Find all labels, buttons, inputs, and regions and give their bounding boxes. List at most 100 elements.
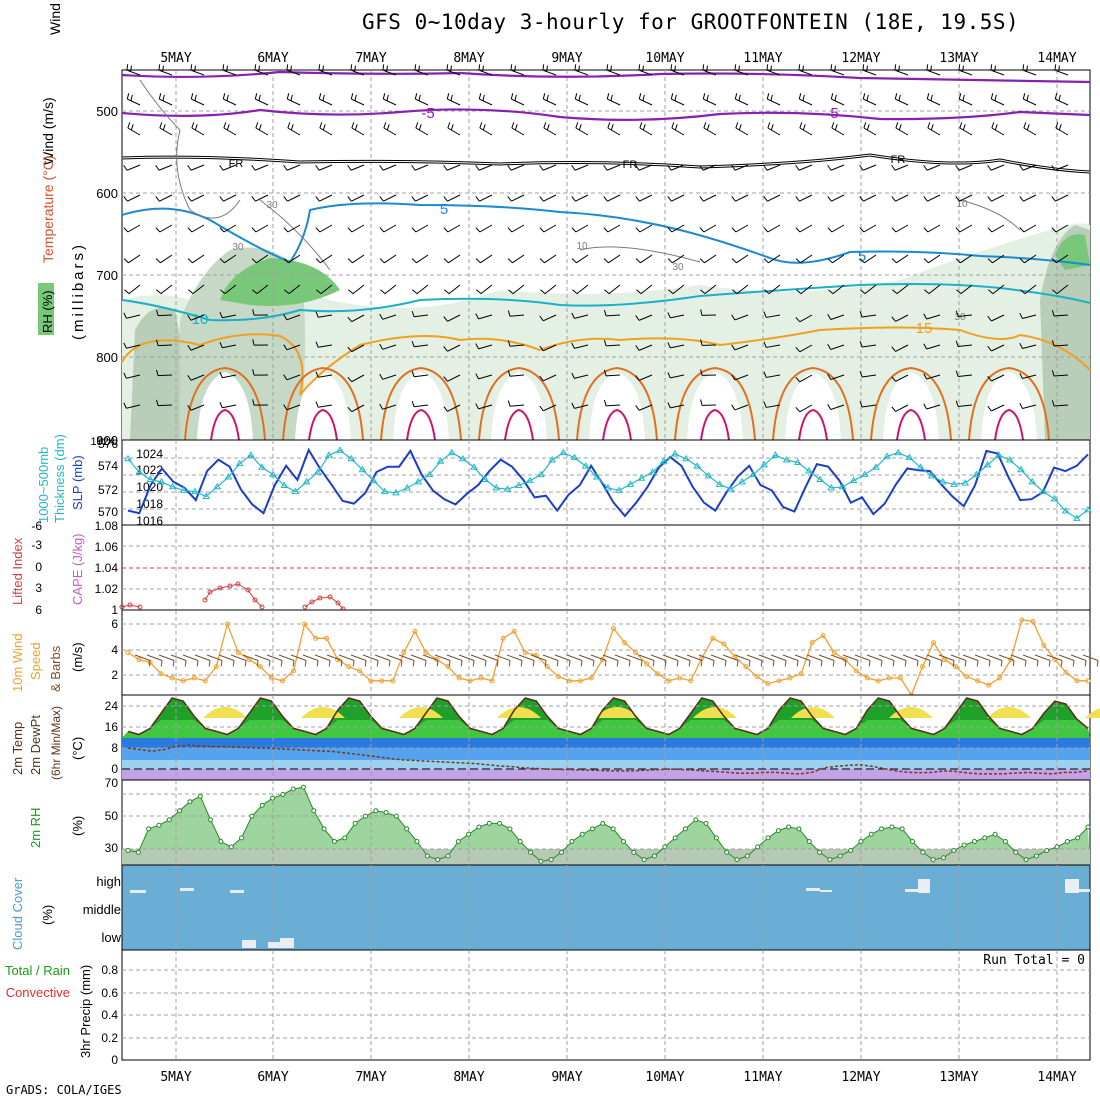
rh-point: [560, 850, 564, 854]
rh-point: [549, 858, 553, 862]
lifted-index-tick: -3: [31, 538, 42, 552]
wind-barb: [158, 345, 172, 346]
date-label-bottom: 14MAY: [1037, 1070, 1076, 1085]
rh-point: [921, 850, 925, 854]
rh-point: [384, 811, 388, 815]
rh-point: [157, 823, 161, 827]
rh-point: [1086, 825, 1090, 829]
rh-point: [911, 839, 915, 843]
cloud-block: [180, 888, 194, 891]
date-label-top: 14MAY: [1037, 51, 1076, 66]
wind-barb-flag: [703, 64, 704, 70]
rh-point: [467, 832, 471, 836]
date-label-bottom: 9MAY: [551, 1070, 582, 1085]
wind-barb: [158, 375, 172, 376]
precip-tick: 0.2: [101, 1031, 118, 1045]
rh2m-unit-label: (%): [70, 816, 85, 836]
rh-point: [394, 814, 398, 818]
run-total-label: Run Total = 0: [983, 953, 1085, 968]
rh-point: [1055, 845, 1059, 849]
rh-point: [209, 818, 213, 822]
wind-barb-flag: [447, 64, 448, 70]
rh-point: [931, 858, 935, 862]
rh-point: [456, 839, 460, 843]
rh-point: [694, 818, 698, 822]
precip-tick: 0.4: [101, 1008, 118, 1022]
rh-point: [849, 849, 853, 853]
temp-unit-label: (°C): [70, 737, 85, 760]
rh-point: [291, 787, 295, 791]
date-label-top: 6MAY: [257, 51, 288, 66]
temp-band: [122, 760, 1090, 769]
temp-tick: 0: [111, 762, 118, 776]
contour-label: 10: [576, 241, 588, 252]
thickness-unit-label: Thickness (dm): [52, 434, 67, 523]
rh-point: [281, 792, 285, 796]
rh-point: [632, 850, 636, 854]
cloud-block: [242, 940, 256, 948]
rh-point: [301, 785, 305, 789]
rh-point: [704, 821, 708, 825]
cloud-block: [820, 890, 832, 892]
rh-point: [601, 821, 605, 825]
rh-point: [332, 839, 336, 843]
wind-barb-flag: [415, 64, 416, 70]
dewpoint-axis-label: 2m DewPt: [28, 715, 43, 775]
rh-point: [322, 827, 326, 831]
wind-barb-flag: [607, 64, 608, 70]
precip-convective-label: Convective: [6, 985, 70, 1000]
rh-point: [147, 827, 151, 831]
date-label-bottom: 5MAY: [160, 1070, 191, 1085]
rh-point: [425, 854, 429, 858]
rh-point: [776, 829, 780, 833]
temp-tick: 8: [111, 741, 118, 755]
rh-point: [756, 845, 760, 849]
precip-tick: 0.6: [101, 986, 118, 1000]
rh-axis-label: RH (%): [40, 290, 55, 333]
contour-label: FR: [891, 154, 906, 166]
pressure-tick-500: 500: [96, 104, 118, 119]
cloud-block: [230, 890, 244, 893]
thickness-tick: 574: [98, 459, 118, 473]
pressure-axis-label: (millibars): [70, 242, 87, 340]
contour-label: 10: [956, 199, 968, 210]
rh-point: [353, 821, 357, 825]
cape-tick: 1.02: [95, 582, 119, 596]
wind-barb-flag: [351, 64, 352, 70]
rh-point: [229, 845, 233, 849]
wind-barb-flag: [223, 64, 224, 70]
contour-label: 30: [232, 242, 244, 253]
rh-point: [1024, 858, 1028, 862]
cape-tick: 1.04: [95, 561, 119, 575]
date-label-bottom: 11MAY: [743, 1070, 782, 1085]
rh-point: [580, 832, 584, 836]
cloud-block: [268, 942, 282, 948]
contour-label: 5: [440, 201, 448, 218]
rh-point: [807, 839, 811, 843]
cape-tick: 1.06: [95, 540, 119, 554]
wind10-speed-label: Speed: [28, 642, 43, 680]
wind-barb-flag: [319, 64, 320, 70]
lifted-index-axis-label: Lifted Index: [10, 537, 25, 605]
rh-point: [198, 794, 202, 798]
rh-point: [983, 836, 987, 840]
precip-total-label: Total / Rain: [5, 963, 70, 978]
rh-point: [962, 843, 966, 847]
slp-top-tick: 1024: [91, 436, 115, 448]
cloud-block: [918, 879, 930, 893]
rh-point: [745, 854, 749, 858]
pressure-tick-700: 700: [96, 268, 118, 283]
rh-point: [446, 854, 450, 858]
rh-point: [890, 825, 894, 829]
credit-label: GrADS: COLA/IGES: [6, 1083, 122, 1097]
rh-point: [1003, 839, 1007, 843]
date-label-bottom: 8MAY: [453, 1070, 484, 1085]
date-label-top: 13MAY: [939, 51, 978, 66]
rh-point: [766, 836, 770, 840]
rh-point: [838, 854, 842, 858]
temperature-axis-label: Temperature (°C): [40, 155, 56, 263]
